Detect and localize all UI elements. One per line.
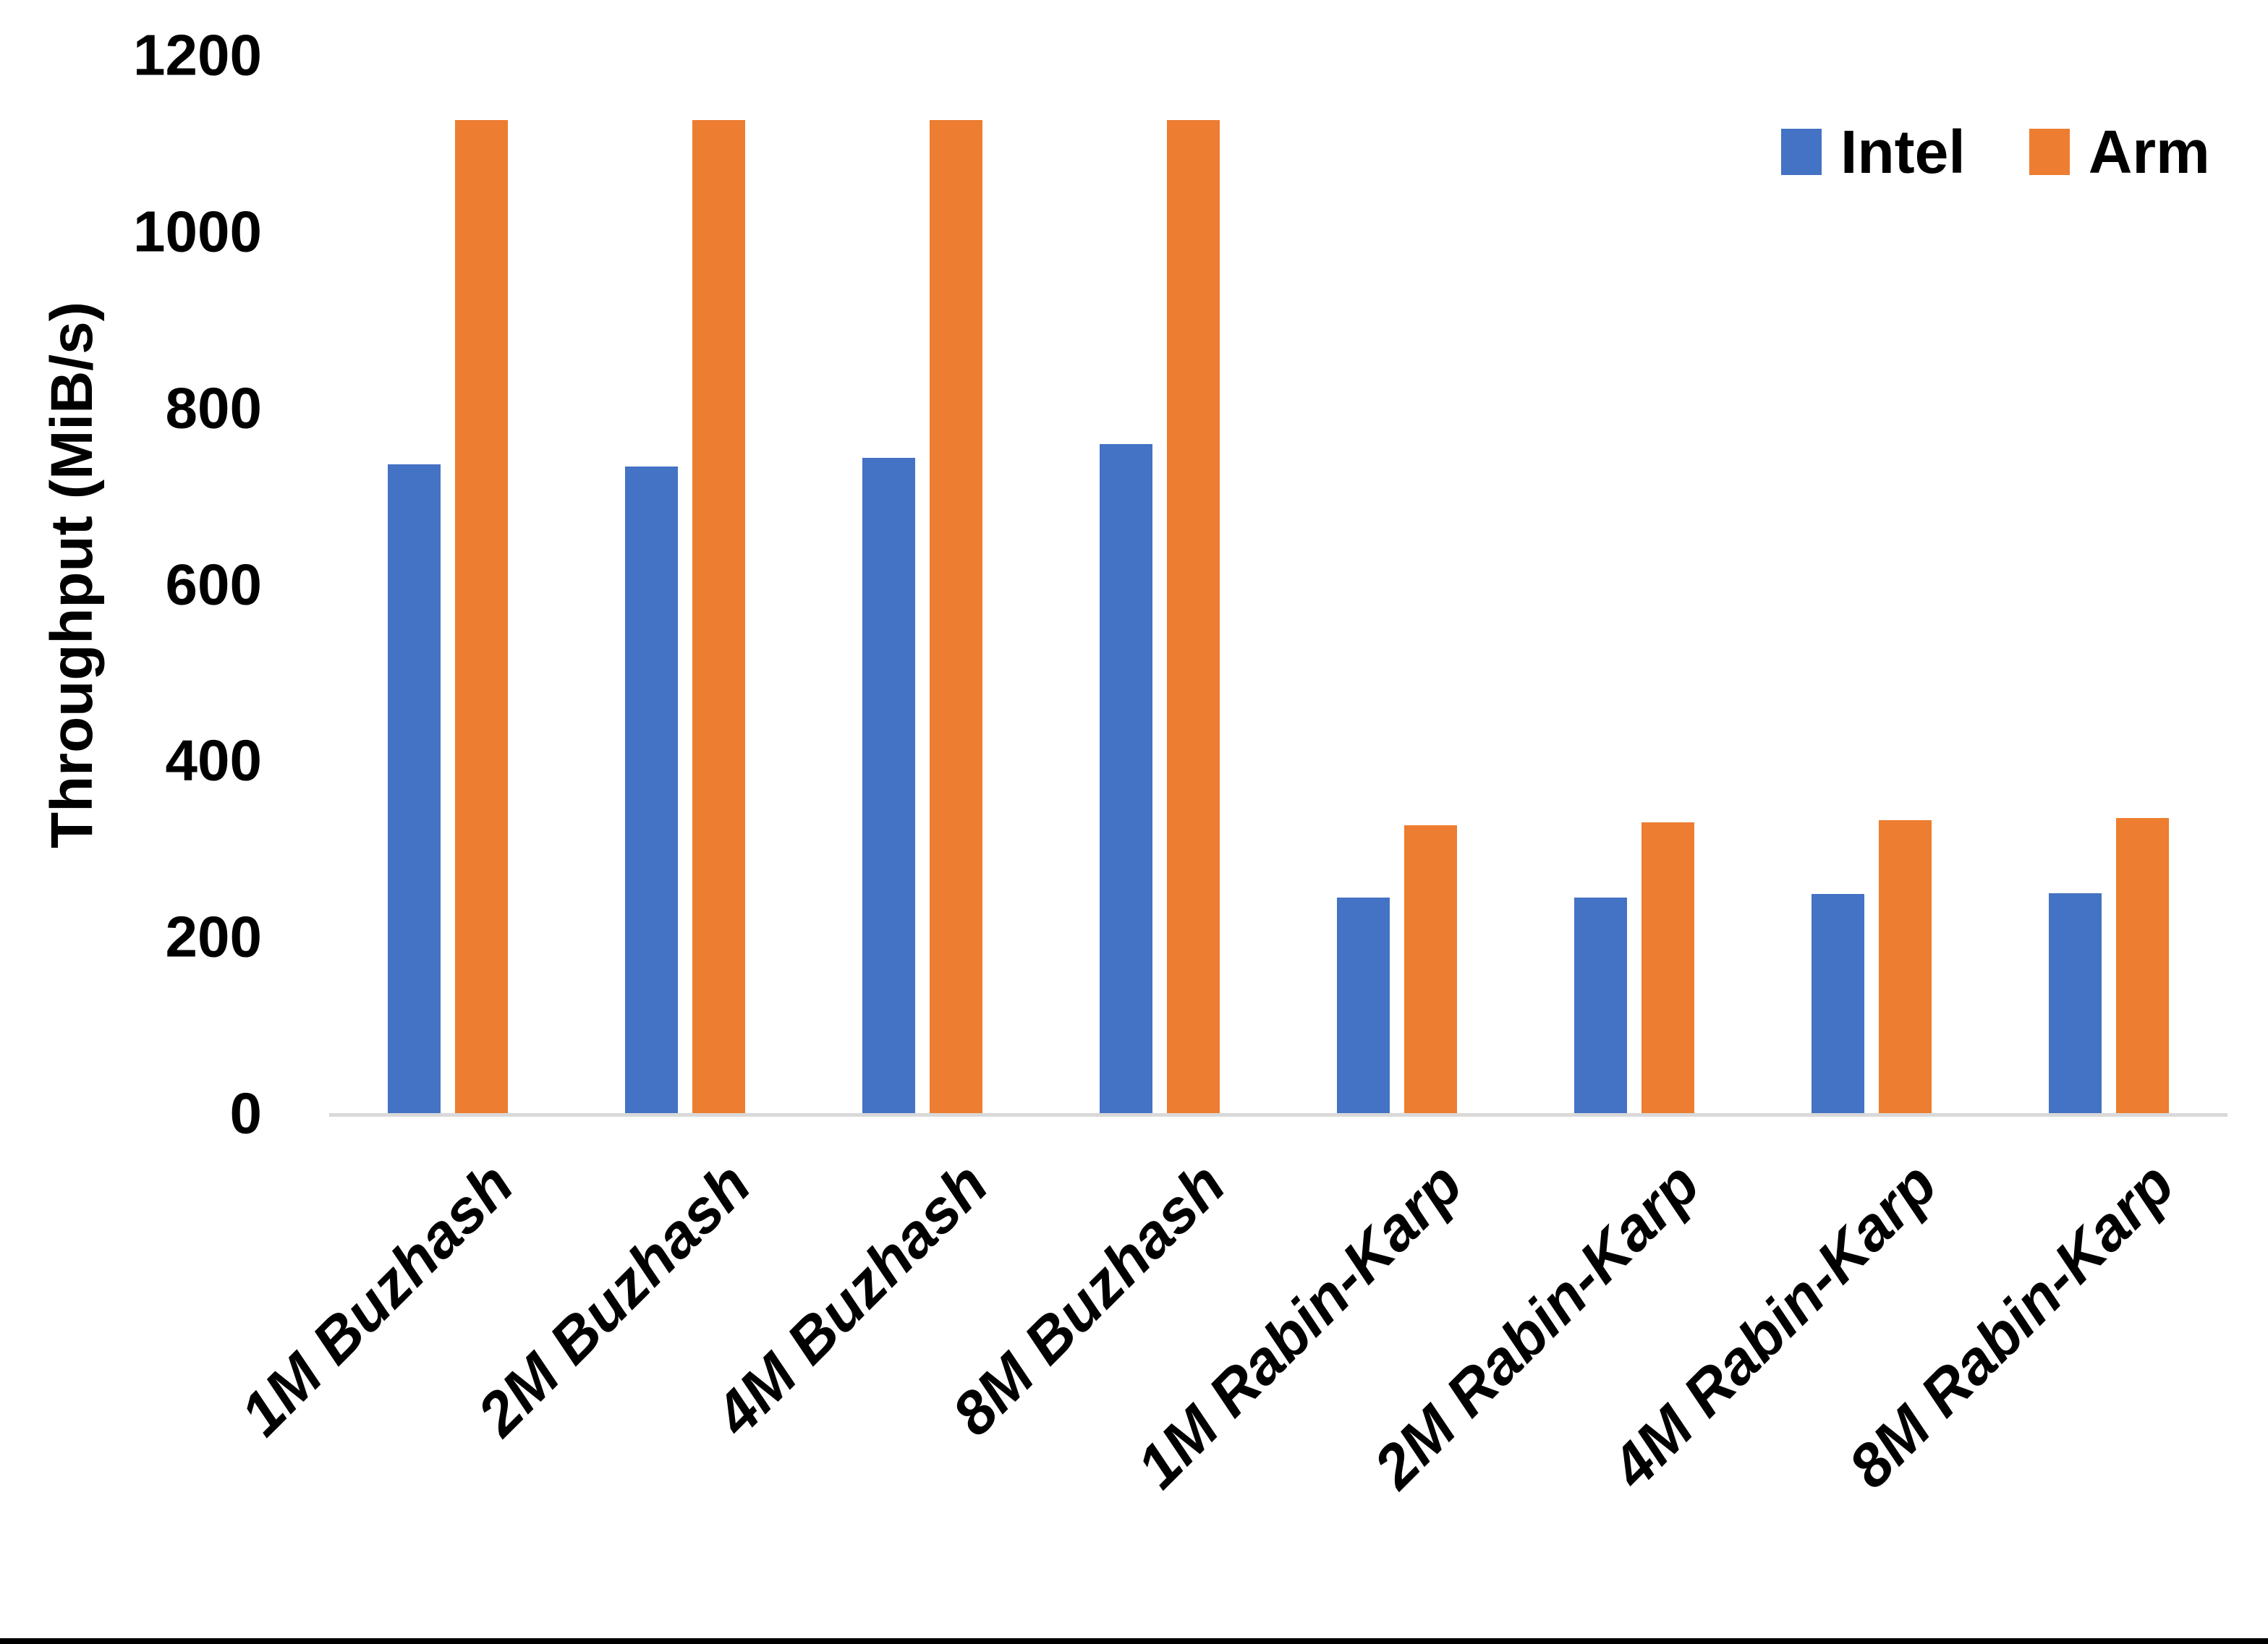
bar-arm-8m-buzhash [1167,119,1220,1115]
bottom-border [0,1638,2268,1644]
bar-intel-1m-rabin-karp [1337,898,1390,1115]
bar-intel-8m-rabin-karp [2049,893,2102,1115]
legend-item-arm: Arm [2029,122,2210,182]
bar-intel-1m-buzhash [388,464,441,1115]
bar-arm-1m-rabin-karp [1404,825,1457,1115]
y-axis-title: Throughput (MiB/s) [39,301,105,849]
y-tick-label-0: 0 [229,1081,263,1146]
bar-arm-4m-buzhash [930,119,982,1115]
legend-swatch-intel [1781,129,1822,175]
bar-intel-2m-buzhash [625,466,678,1115]
y-tick-label-1200: 1200 [133,22,262,88]
y-tick-label-1000: 1000 [133,199,262,264]
bar-intel-2m-rabin-karp [1574,898,1627,1115]
legend-label-intel: Intel [1840,118,1966,186]
bar-arm-2m-buzhash [692,119,745,1115]
bar-arm-8m-rabin-karp [2116,818,2169,1115]
bar-arm-4m-rabin-karp [1879,819,1932,1115]
y-tick-label-400: 400 [165,728,262,793]
y-tick-label-800: 800 [165,375,262,440]
legend-item-intel: Intel [1781,122,1966,182]
y-tick-label-600: 600 [165,551,262,616]
bar-intel-4m-buzhash [862,457,915,1115]
legend-label-arm: Arm [2088,118,2210,186]
legend-swatch-arm [2029,129,2070,175]
legend: Intel Arm [1781,122,2210,182]
bar-arm-2m-rabin-karp [1641,822,1694,1115]
y-tick-label-200: 200 [165,904,262,969]
bar-intel-4m-rabin-karp [1812,894,1864,1115]
x-axis-line [329,1113,2227,1117]
bar-arm-1m-buzhash [455,119,508,1115]
bar-intel-8m-buzhash [1100,444,1152,1115]
